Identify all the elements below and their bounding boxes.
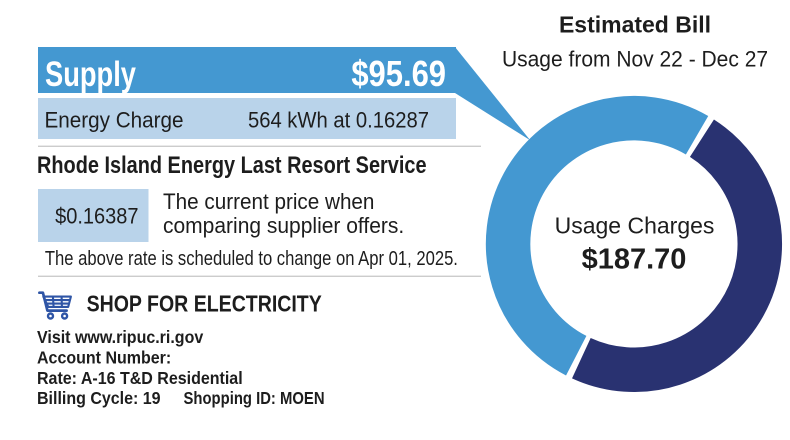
svg-text:Rhode Island Energy Last Resor: Rhode Island Energy Last Resort Service (37, 151, 427, 178)
svg-text:Account Number:: Account Number: (37, 348, 171, 368)
svg-text:The above rate is scheduled to: The above rate is scheduled to change on… (45, 247, 458, 270)
svg-text:Supply: Supply (45, 55, 136, 94)
svg-text:Shopping ID: MOEN: Shopping ID: MOEN (184, 389, 325, 409)
svg-text:Usage from Nov 22 - Dec 27: Usage from Nov 22 - Dec 27 (502, 47, 768, 72)
svg-text:SHOP FOR ELECTRICITY: SHOP FOR ELECTRICITY (87, 291, 322, 317)
svg-text:comparing supplier offers.: comparing supplier offers. (163, 214, 404, 239)
svg-text:Billing Cycle: 19: Billing Cycle: 19 (37, 388, 161, 408)
svg-text:564 kWh at 0.16287: 564 kWh at 0.16287 (248, 109, 429, 133)
svg-text:$95.69: $95.69 (351, 55, 446, 95)
svg-text:Visit www.ripuc.ri.gov: Visit www.ripuc.ri.gov (37, 327, 204, 347)
svg-text:Estimated Bill: Estimated Bill (559, 12, 711, 38)
svg-text:$0.16387: $0.16387 (55, 205, 138, 229)
svg-text:Energy Charge: Energy Charge (45, 108, 184, 133)
svg-text:Rate: A-16 T&D Residential: Rate: A-16 T&D Residential (37, 368, 243, 388)
svg-text:The current price when: The current price when (163, 189, 374, 214)
svg-text:Usage Charges: Usage Charges (555, 213, 715, 239)
svg-text:$187.70: $187.70 (582, 244, 687, 276)
